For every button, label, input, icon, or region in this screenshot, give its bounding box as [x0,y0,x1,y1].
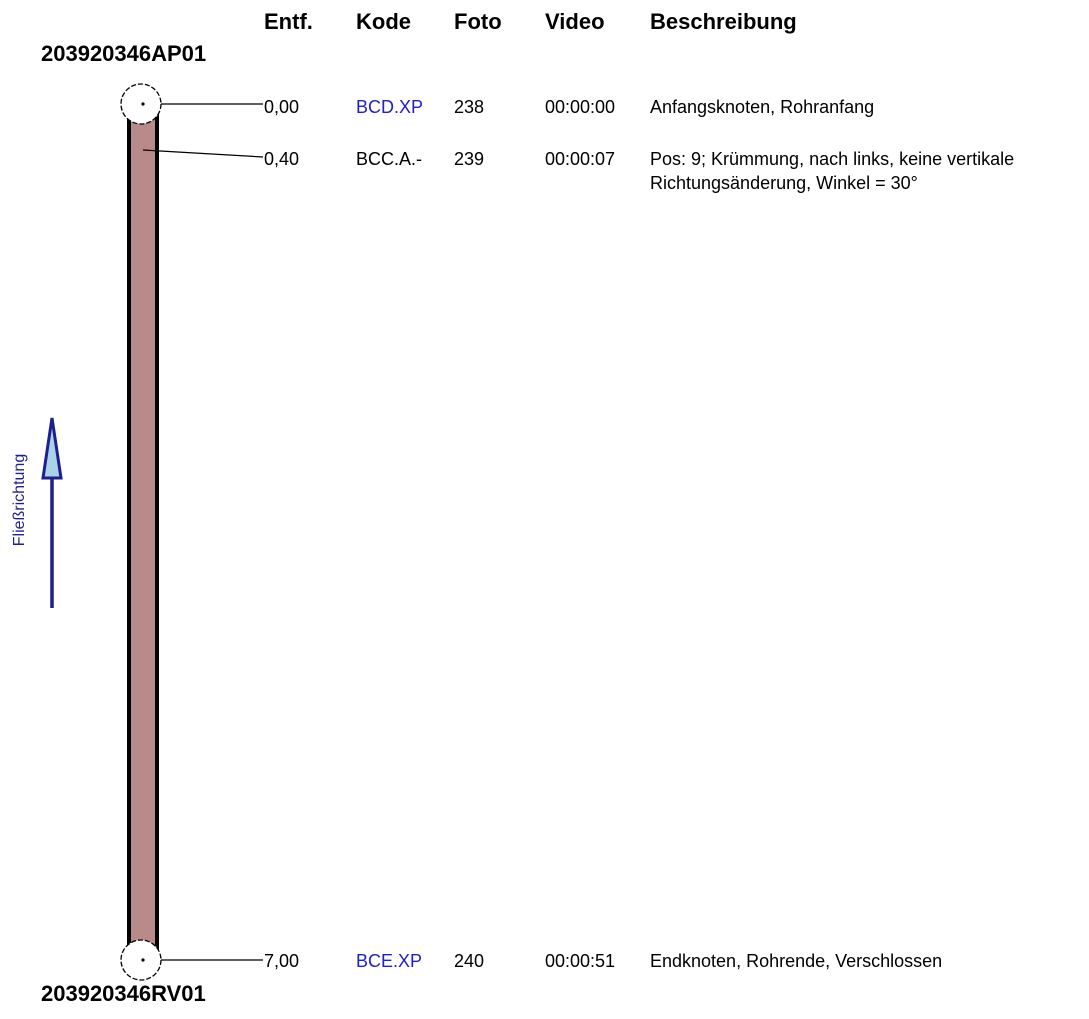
observation-photo: 238 [454,97,485,117]
observation-video-time: 00:00:51 [545,951,616,971]
observation-row: 0,00 BCD.XP 238 00:00:00 Anfangsknoten, … [0,95,1089,155]
flow-direction-label: Fließrichtung [11,453,28,547]
observation-photo: 240 [454,951,485,971]
observation-code: BCC.A.- [356,149,423,169]
observation-photo: 239 [454,149,485,169]
observation-row: 7,00 BCE.XP 240 00:00:51 Endknoten, Rohr… [0,949,1089,1009]
header-description: Beschreibung [650,9,797,34]
observation-description: Endknoten, Rohrende, Verschlossen [650,951,943,971]
header-foto: Foto [454,9,502,34]
end-manhole-icon [120,939,162,981]
observation-distance: 7,00 [264,951,300,971]
observation-distance: 0,00 [264,97,300,117]
header-dist: Entf. [264,9,313,34]
flow-arrow-icon [41,417,63,608]
observation-description: Pos: 9; Krümmung, nach links, keine vert… [650,149,1015,193]
observation-distance: 0,40 [264,149,300,169]
observation-code-link[interactable]: BCE.XP [356,951,423,971]
header-code: Kode [356,9,411,34]
observation-row: 0,40 BCC.A.- 239 00:00:07 Pos: 9; Krümmu… [0,147,1089,207]
leader-line [142,149,264,158]
start-manhole-icon [120,83,162,125]
observation-video-time: 00:00:00 [545,97,616,117]
pipe-body [127,102,159,964]
header-video: Video [545,9,605,34]
observation-description: Anfangsknoten, Rohranfang [650,97,875,117]
observation-video-time: 00:00:07 [545,149,616,169]
end-node-label: 203920346RV01 [41,981,206,1006]
start-node-label: 203920346AP01 [41,41,207,66]
observation-code-link[interactable]: BCD.XP [356,97,424,117]
